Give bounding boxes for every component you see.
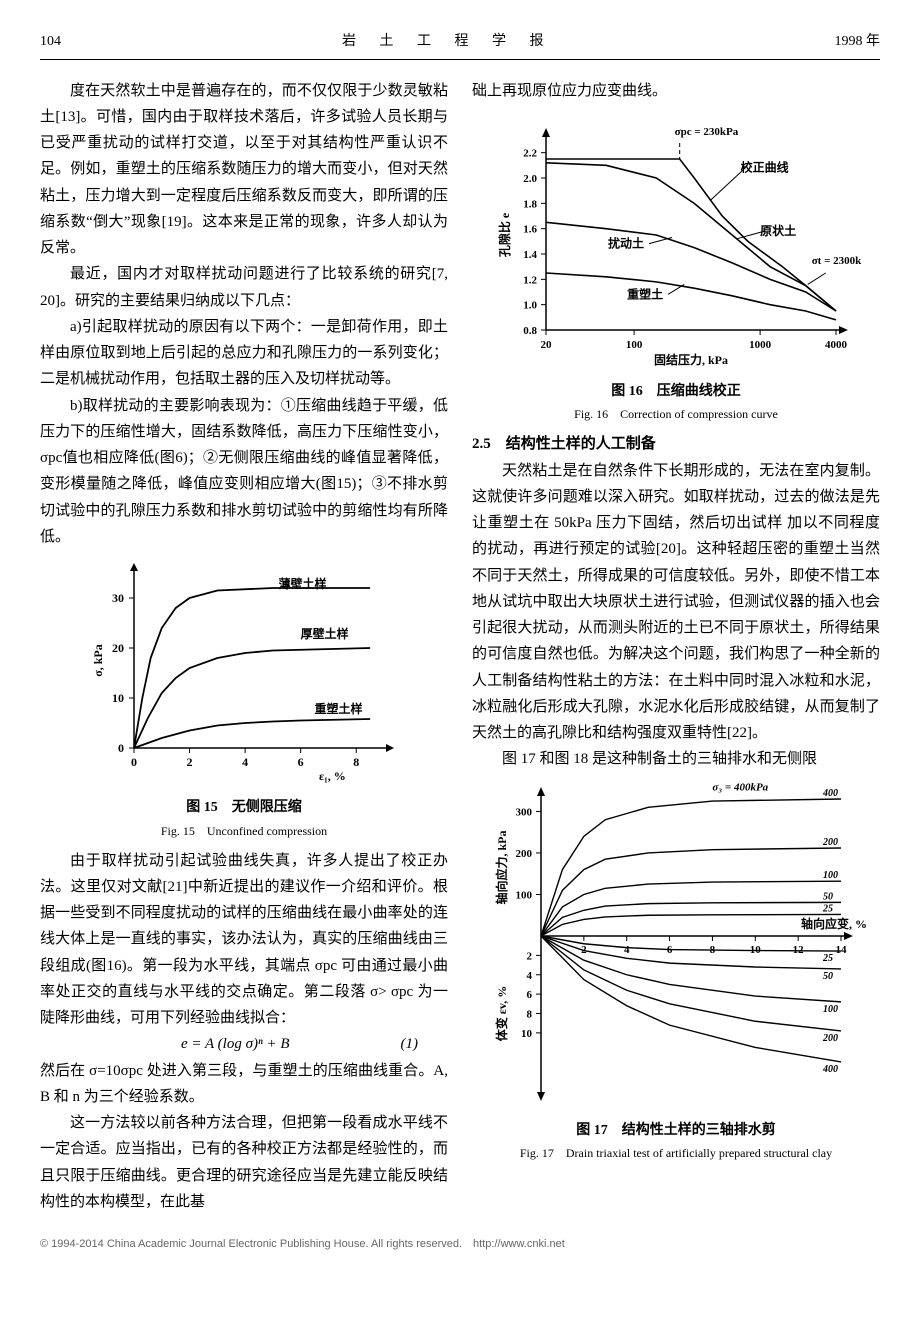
paragraph: 图 17 和图 18 是这种制备土的三轴排水和无侧限	[472, 746, 880, 772]
svg-text:σ₃ = 400kPa: σ₃ = 400kPa	[712, 781, 768, 793]
svg-text:校正曲线: 校正曲线	[741, 159, 789, 174]
svg-text:50: 50	[823, 891, 833, 902]
copyright-footer: © 1994-2014 China Academic Journal Elect…	[40, 1235, 880, 1254]
figure-16-caption-en: Fig. 16 Correction of compression curve	[472, 404, 880, 425]
paragraph: 然后在 σ=10σpc 处进入第三段，与重塑土的压缩曲线重合。A, B 和 n …	[40, 1058, 448, 1111]
paragraph: 最近，国内才对取样扰动问题进行了比较系统的研究[7, 20]。研究的主要结果归纳…	[40, 261, 448, 314]
svg-text:4: 4	[624, 944, 630, 956]
svg-text:体变 εv, %: 体变 εv, %	[494, 985, 509, 1040]
svg-text:2.2: 2.2	[523, 147, 537, 159]
svg-text:1000: 1000	[749, 339, 772, 351]
svg-text:200: 200	[822, 1032, 838, 1043]
svg-text:薄壁土样: 薄壁土样	[278, 576, 326, 591]
svg-text:原状土: 原状土	[760, 223, 796, 238]
svg-text:固结压力, kPa: 固结压力, kPa	[654, 352, 728, 367]
equation-1: e = A (log σ)ⁿ + B (1)	[40, 1031, 448, 1057]
svg-text:轴向应变, %: 轴向应变, %	[801, 916, 866, 931]
figure-16-chart: 20 100 1000 4000 0.8 1.0 1.2 1.4 1.6 1.8 2.0 2.2 固结压…	[491, 112, 861, 372]
svg-text:25: 25	[822, 953, 833, 964]
svg-text:400: 400	[822, 1063, 838, 1074]
svg-text:100: 100	[626, 339, 643, 351]
equation-expr: e = A (log σ)ⁿ + B	[70, 1031, 401, 1057]
svg-text:0: 0	[131, 755, 137, 769]
svg-text:ε₁, %: ε₁, %	[319, 769, 346, 783]
paragraph: 天然粘土是在自然条件下长期形成的，无法在室内复制。这就使许多问题难以深入研究。如…	[472, 458, 880, 747]
figure-15-chart: 0 2 4 6 8 0 10 20 30 ε₁, % σ, kPa 薄壁土样厚壁土样重塑土样	[84, 558, 404, 788]
svg-text:6: 6	[527, 989, 533, 1001]
svg-text:2: 2	[527, 950, 533, 962]
section-2.5-title: 2.5 结构性土样的人工制备	[472, 431, 880, 457]
two-column-body: 度在天然软土中是普遍存在的，而不仅仅限于少数灵敏粘土[13]。可惜，国内由于取样…	[40, 78, 880, 1216]
svg-text:14: 14	[836, 944, 848, 956]
svg-text:厚壁土样: 厚壁土样	[301, 626, 349, 641]
svg-text:2.0: 2.0	[523, 173, 537, 185]
svg-text:8: 8	[353, 755, 359, 769]
paragraph: b)取样扰动的主要影响表现为：①压缩曲线趋于平缓，低压力下的压缩性增大，固结系数…	[40, 393, 448, 551]
svg-text:6: 6	[298, 755, 304, 769]
svg-text:0: 0	[118, 741, 124, 755]
svg-text:20: 20	[541, 339, 553, 351]
svg-text:4: 4	[527, 969, 533, 981]
svg-text:重塑土: 重塑土	[627, 286, 663, 301]
svg-text:孔隙比 e: 孔隙比 e	[497, 212, 512, 257]
svg-text:σt = 2300kPa: σt = 2300kPa	[812, 255, 861, 267]
svg-text:25: 25	[822, 903, 833, 914]
svg-text:100: 100	[823, 870, 838, 881]
paragraph: 这一方法较以前各种方法合理，但把第一段看成水平线不一定合适。应当指出，已有的各种…	[40, 1110, 448, 1215]
page-header: 104 岩 土 工 程 学 报 1998 年	[40, 30, 880, 60]
journal-title: 岩 土 工 程 学 报	[61, 30, 835, 55]
equation-number: (1)	[401, 1031, 419, 1057]
svg-text:1.4: 1.4	[523, 249, 537, 261]
svg-text:扰动土: 扰动土	[608, 235, 644, 250]
svg-text:50: 50	[823, 970, 833, 981]
svg-text:400: 400	[822, 788, 838, 799]
svg-text:4: 4	[242, 755, 248, 769]
svg-text:200: 200	[822, 836, 838, 847]
svg-text:200: 200	[516, 847, 533, 859]
svg-text:100: 100	[516, 889, 533, 901]
svg-text:σ, kPa: σ, kPa	[91, 644, 105, 677]
right-column: 础上再现原位应力应变曲线。 20 100 1000 4000 0.8 1.0 1.2 1.4 1…	[472, 78, 880, 1216]
paragraph: a)引起取样扰动的原因有以下两个：一是卸荷作用，即土样由原位取到地上后引起的总应…	[40, 314, 448, 393]
figure-15-caption-en: Fig. 15 Unconfined compression	[40, 821, 448, 842]
svg-text:300: 300	[516, 806, 533, 818]
figure-16-caption-cn: 图 16 压缩曲线校正	[472, 380, 880, 405]
page-year: 1998 年	[835, 30, 881, 55]
svg-text:1.0: 1.0	[523, 299, 537, 311]
svg-text:10: 10	[521, 1027, 533, 1039]
svg-text:0.8: 0.8	[523, 325, 537, 337]
svg-text:1.8: 1.8	[523, 198, 537, 210]
svg-text:30: 30	[112, 591, 124, 605]
figure-15-caption-cn: 图 15 无侧限压缩	[40, 796, 448, 821]
svg-text:20: 20	[112, 641, 124, 655]
svg-text:4000: 4000	[825, 339, 848, 351]
svg-text:100: 100	[823, 1003, 838, 1014]
paragraph: 础上再现原位应力应变曲线。	[472, 78, 880, 104]
page-number: 104	[40, 30, 61, 55]
svg-text:12: 12	[793, 944, 805, 956]
svg-text:重塑土样: 重塑土样	[315, 701, 363, 716]
svg-text:2: 2	[187, 755, 193, 769]
svg-text:1.6: 1.6	[523, 223, 537, 235]
left-column: 度在天然软土中是普遍存在的，而不仅仅限于少数灵敏粘土[13]。可惜，国内由于取样…	[40, 78, 448, 1216]
paragraph: 由于取样扰动引起试验曲线失真，许多人提出了校正办法。这里仅对文献[21]中新近提…	[40, 848, 448, 1032]
svg-text:σpc = 230kPa: σpc = 230kPa	[675, 126, 739, 138]
svg-text:1.2: 1.2	[523, 274, 537, 286]
svg-text:10: 10	[112, 691, 124, 705]
figure-17-caption-en: Fig. 17 Drain triaxial test of artificia…	[472, 1143, 880, 1164]
paragraph: 度在天然软土中是普遍存在的，而不仅仅限于少数灵敏粘土[13]。可惜，国内由于取样…	[40, 78, 448, 262]
svg-text:8: 8	[527, 1008, 533, 1020]
svg-text:轴向应力, kPa: 轴向应力, kPa	[494, 830, 509, 904]
figure-17-caption-cn: 图 17 结构性土样的三轴排水剪	[472, 1119, 880, 1144]
figure-17-chart: 2468101214100200300246810轴向应力, kPa体变 εv,…	[486, 781, 866, 1111]
